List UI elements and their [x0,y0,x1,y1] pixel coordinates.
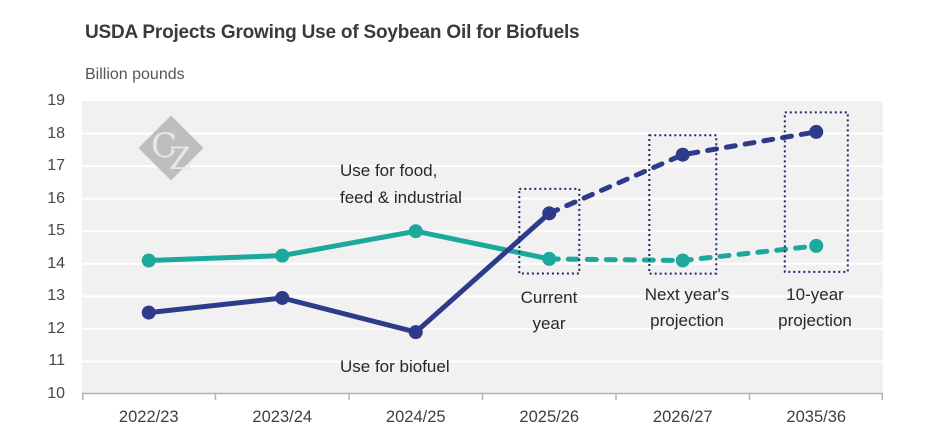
data-point [141,305,156,320]
plot-area: CZ [82,101,883,400]
y-tick-label: 19 [47,92,65,109]
data-point [542,206,557,221]
highlight-label-line: projection [778,311,852,330]
y-tick-label: 17 [47,157,65,175]
y-tick-label: 12 [47,319,65,337]
y-axis-units-label: Billion pounds [85,66,185,83]
watermark-letter: C [151,126,177,166]
data-point [809,124,824,139]
data-point [675,253,690,268]
x-tick-label: 2025/26 [519,408,580,426]
y-tick-label: 13 [47,287,65,305]
highlight-label-line: Next year's [644,285,730,304]
series-label-food-feed-industrial: Use for food, feed & industrial [340,157,462,211]
x-tick-label: 2035/36 [786,408,847,426]
highlight-box [518,187,581,275]
highlight-label-ten-year: 10-year projection [735,282,895,334]
y-tick-label: 18 [47,124,65,142]
data-point [275,290,290,305]
highlight-box [648,134,718,275]
highlight-label-next-year: Next year's projection [607,282,767,334]
highlight-label-current-year: Current year [469,285,629,337]
data-point [408,325,423,340]
series-label-line: feed & industrial [340,188,462,207]
y-tick-label: 15 [47,222,65,240]
y-tick-label: 16 [47,189,65,207]
y-tick-label: 11 [48,352,65,370]
data-point [141,253,156,268]
x-tick-label: 2022/23 [118,408,179,426]
series-label-line: Use for biofuel [340,357,450,376]
x-tick-label: 2023/24 [252,408,313,426]
x-tick-label: 2024/25 [385,408,446,426]
highlight-box [783,111,849,273]
data-point [542,251,557,266]
series-label-line: Use for food, [340,161,438,180]
highlight-label-line: projection [650,311,724,330]
series-label-biofuel: Use for biofuel [340,353,450,380]
highlight-label-line: Current [520,288,578,307]
y-tick-label: 14 [47,254,65,272]
data-point [275,248,290,263]
highlight-label-line: 10-year [786,285,844,304]
x-tick-label: 2026/27 [652,408,713,426]
watermark-letter: Z [169,141,191,177]
chart-title: USDA Projects Growing Use of Soybean Oil… [85,22,580,43]
y-tick-label: 10 [47,385,65,402]
data-point [675,147,690,162]
series-line-solid-biofuel [146,210,552,335]
series-line-solid-food [146,228,552,263]
data-point [809,238,824,253]
highlight-label-line: year [532,314,566,333]
series-line-dashed-biofuel [546,129,819,216]
data-point [408,224,423,239]
